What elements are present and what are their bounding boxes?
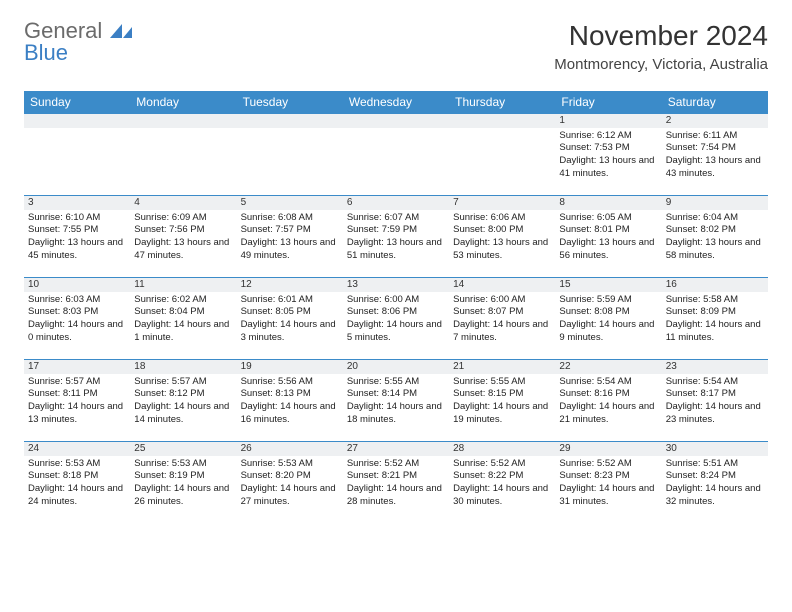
day-info: Sunrise: 6:02 AM Sunset: 8:04 PM Dayligh… (130, 292, 236, 360)
day-number: 19 (237, 360, 343, 374)
day-number: 25 (130, 442, 236, 456)
day-info: Sunrise: 5:53 AM Sunset: 8:19 PM Dayligh… (130, 456, 236, 524)
day-number: 26 (237, 442, 343, 456)
day-number-row: 24252627282930 (24, 442, 768, 456)
location: Montmorency, Victoria, Australia (554, 56, 768, 73)
day-info: Sunrise: 6:11 AM Sunset: 7:54 PM Dayligh… (662, 128, 768, 196)
day-number: 16 (662, 278, 768, 292)
day-info: Sunrise: 6:10 AM Sunset: 7:55 PM Dayligh… (24, 210, 130, 278)
day-info: Sunrise: 6:00 AM Sunset: 8:06 PM Dayligh… (343, 292, 449, 360)
day-number: 1 (555, 114, 661, 128)
day-header: Friday (555, 91, 661, 114)
day-number: 13 (343, 278, 449, 292)
day-info: Sunrise: 6:09 AM Sunset: 7:56 PM Dayligh… (130, 210, 236, 278)
day-info: Sunrise: 6:06 AM Sunset: 8:00 PM Dayligh… (449, 210, 555, 278)
day-info: Sunrise: 5:59 AM Sunset: 8:08 PM Dayligh… (555, 292, 661, 360)
day-number-row: 12 (24, 114, 768, 128)
day-info: Sunrise: 5:57 AM Sunset: 8:12 PM Dayligh… (130, 374, 236, 442)
day-number: 7 (449, 196, 555, 210)
day-header: Monday (130, 91, 236, 114)
day-number-row: 10111213141516 (24, 278, 768, 292)
day-header: Sunday (24, 91, 130, 114)
day-number: 2 (662, 114, 768, 128)
day-info: Sunrise: 5:54 AM Sunset: 8:16 PM Dayligh… (555, 374, 661, 442)
day-number (343, 114, 449, 128)
month-title: November 2024 (554, 20, 768, 52)
day-number: 5 (237, 196, 343, 210)
day-number: 30 (662, 442, 768, 456)
day-number-row: 3456789 (24, 196, 768, 210)
day-info: Sunrise: 6:05 AM Sunset: 8:01 PM Dayligh… (555, 210, 661, 278)
day-info (449, 128, 555, 196)
day-header: Wednesday (343, 91, 449, 114)
day-info: Sunrise: 5:56 AM Sunset: 8:13 PM Dayligh… (237, 374, 343, 442)
logo: General Blue (24, 20, 132, 64)
day-info (24, 128, 130, 196)
day-number: 4 (130, 196, 236, 210)
day-info: Sunrise: 5:53 AM Sunset: 8:18 PM Dayligh… (24, 456, 130, 524)
logo-word-blue: Blue (24, 40, 68, 65)
day-number: 8 (555, 196, 661, 210)
day-info-row: Sunrise: 6:03 AM Sunset: 8:03 PM Dayligh… (24, 292, 768, 360)
day-info: Sunrise: 6:12 AM Sunset: 7:53 PM Dayligh… (555, 128, 661, 196)
day-number: 10 (24, 278, 130, 292)
day-number: 6 (343, 196, 449, 210)
day-info: Sunrise: 6:08 AM Sunset: 7:57 PM Dayligh… (237, 210, 343, 278)
day-info: Sunrise: 5:55 AM Sunset: 8:15 PM Dayligh… (449, 374, 555, 442)
day-header: Thursday (449, 91, 555, 114)
day-info: Sunrise: 6:00 AM Sunset: 8:07 PM Dayligh… (449, 292, 555, 360)
day-number: 23 (662, 360, 768, 374)
day-info: Sunrise: 5:55 AM Sunset: 8:14 PM Dayligh… (343, 374, 449, 442)
day-info (343, 128, 449, 196)
day-number (449, 114, 555, 128)
day-info: Sunrise: 5:53 AM Sunset: 8:20 PM Dayligh… (237, 456, 343, 524)
day-number: 14 (449, 278, 555, 292)
logo-sail-icon (110, 24, 132, 38)
day-info (130, 128, 236, 196)
day-number (237, 114, 343, 128)
day-info: Sunrise: 5:52 AM Sunset: 8:23 PM Dayligh… (555, 456, 661, 524)
logo-text: General Blue (24, 20, 132, 64)
day-number: 9 (662, 196, 768, 210)
day-info: Sunrise: 5:52 AM Sunset: 8:22 PM Dayligh… (449, 456, 555, 524)
day-number: 3 (24, 196, 130, 210)
day-info: Sunrise: 5:51 AM Sunset: 8:24 PM Dayligh… (662, 456, 768, 524)
calendar-table: SundayMondayTuesdayWednesdayThursdayFrid… (24, 91, 768, 524)
day-info: Sunrise: 5:54 AM Sunset: 8:17 PM Dayligh… (662, 374, 768, 442)
day-info-row: Sunrise: 6:10 AM Sunset: 7:55 PM Dayligh… (24, 210, 768, 278)
day-number-row: 17181920212223 (24, 360, 768, 374)
day-info-row: Sunrise: 5:53 AM Sunset: 8:18 PM Dayligh… (24, 456, 768, 524)
day-number (130, 114, 236, 128)
day-header-row: SundayMondayTuesdayWednesdayThursdayFrid… (24, 91, 768, 114)
day-number: 11 (130, 278, 236, 292)
day-info: Sunrise: 5:58 AM Sunset: 8:09 PM Dayligh… (662, 292, 768, 360)
title-block: November 2024 Montmorency, Victoria, Aus… (554, 20, 768, 73)
day-header: Saturday (662, 91, 768, 114)
day-number: 12 (237, 278, 343, 292)
header: General Blue November 2024 Montmorency, … (24, 20, 768, 73)
day-info: Sunrise: 5:52 AM Sunset: 8:21 PM Dayligh… (343, 456, 449, 524)
day-number: 29 (555, 442, 661, 456)
day-number: 28 (449, 442, 555, 456)
day-number: 15 (555, 278, 661, 292)
day-header: Tuesday (237, 91, 343, 114)
day-number: 27 (343, 442, 449, 456)
day-number: 17 (24, 360, 130, 374)
day-info (237, 128, 343, 196)
day-number (24, 114, 130, 128)
day-number: 22 (555, 360, 661, 374)
day-number: 20 (343, 360, 449, 374)
day-info-row: Sunrise: 5:57 AM Sunset: 8:11 PM Dayligh… (24, 374, 768, 442)
day-number: 18 (130, 360, 236, 374)
day-number: 21 (449, 360, 555, 374)
day-info-row: Sunrise: 6:12 AM Sunset: 7:53 PM Dayligh… (24, 128, 768, 196)
day-info: Sunrise: 6:03 AM Sunset: 8:03 PM Dayligh… (24, 292, 130, 360)
day-info: Sunrise: 6:07 AM Sunset: 7:59 PM Dayligh… (343, 210, 449, 278)
day-info: Sunrise: 6:01 AM Sunset: 8:05 PM Dayligh… (237, 292, 343, 360)
day-info: Sunrise: 6:04 AM Sunset: 8:02 PM Dayligh… (662, 210, 768, 278)
day-number: 24 (24, 442, 130, 456)
day-info: Sunrise: 5:57 AM Sunset: 8:11 PM Dayligh… (24, 374, 130, 442)
